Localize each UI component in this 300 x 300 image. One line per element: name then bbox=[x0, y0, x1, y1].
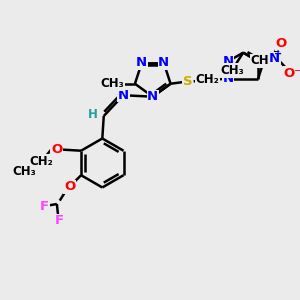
Text: O: O bbox=[276, 38, 287, 50]
Text: F: F bbox=[40, 200, 49, 213]
Text: O: O bbox=[51, 143, 62, 156]
Text: N: N bbox=[269, 52, 280, 65]
Text: O⁻: O⁻ bbox=[283, 67, 300, 80]
Text: CH₂: CH₂ bbox=[195, 74, 219, 86]
Text: CH₃: CH₃ bbox=[101, 77, 124, 90]
Text: S: S bbox=[183, 75, 193, 88]
Text: H: H bbox=[88, 108, 98, 121]
Text: +: + bbox=[274, 49, 282, 59]
Text: N: N bbox=[136, 56, 147, 69]
Text: N: N bbox=[158, 56, 169, 69]
Text: N: N bbox=[223, 72, 234, 85]
Text: O: O bbox=[64, 180, 75, 193]
Text: N: N bbox=[118, 89, 129, 102]
Text: F: F bbox=[55, 214, 64, 227]
Text: CH₃: CH₃ bbox=[250, 54, 274, 67]
Text: CH₃: CH₃ bbox=[220, 64, 244, 77]
Text: CH₂: CH₂ bbox=[30, 155, 53, 168]
Text: N: N bbox=[223, 55, 234, 68]
Text: CH₃: CH₃ bbox=[12, 165, 36, 178]
Text: N: N bbox=[147, 90, 158, 103]
